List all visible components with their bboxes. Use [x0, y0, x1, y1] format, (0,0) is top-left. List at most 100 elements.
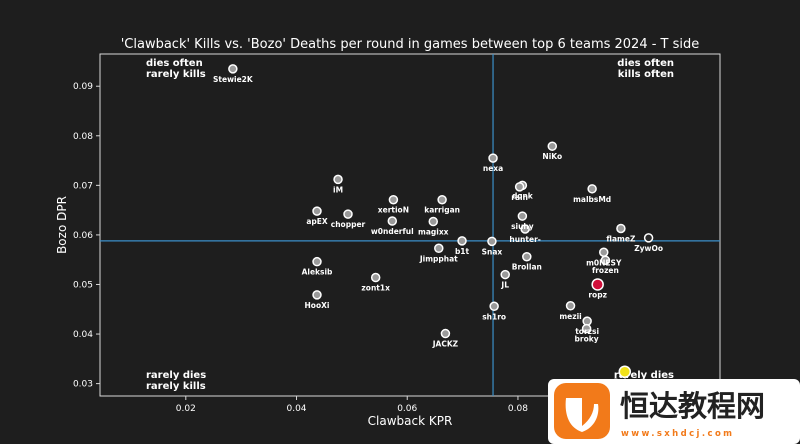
data-point-label: xertioN [378, 206, 409, 215]
data-point [228, 64, 238, 74]
data-point [333, 174, 343, 185]
data-points [228, 64, 654, 378]
data-point [591, 278, 604, 291]
data-point [428, 216, 438, 227]
data-point-label: ZywOo [634, 244, 663, 253]
data-point-label: malbsMd [573, 195, 611, 204]
data-point-label: magixx [418, 228, 449, 237]
data-point-label: HooXi [305, 301, 330, 310]
y-tick-label: 0.06 [73, 231, 93, 241]
data-point [618, 365, 632, 378]
corner-notes: dies often rarely kills dies often kills… [146, 58, 674, 392]
data-point [643, 233, 654, 243]
y-tick-label: 0.07 [73, 181, 93, 191]
y-tick-label: 0.08 [73, 132, 93, 142]
data-point [500, 269, 510, 280]
data-point [600, 255, 611, 265]
data-point-label: JACKZ [432, 340, 459, 349]
data-point-label: JL [500, 281, 509, 290]
corner-note-top-right-line2: kills often [618, 69, 674, 80]
data-point [587, 184, 597, 194]
watermark-logo-icon [554, 383, 610, 439]
watermark-url: www.sxhdcj.com [621, 429, 734, 439]
data-point [343, 209, 353, 219]
data-point-label: Snax [482, 247, 503, 256]
x-tick-label: 0.08 [508, 404, 528, 414]
data-point-label: Stewie2K [213, 75, 254, 84]
data-point [522, 251, 532, 262]
data-point [581, 323, 592, 334]
data-point-label: Jimpphat [419, 254, 458, 263]
data-point-label: flameZ [606, 234, 636, 243]
watermark-logo-text: 恒达教程网 [620, 389, 765, 423]
data-point [616, 223, 626, 234]
data-point-label: torzsi [575, 327, 599, 336]
data-point-label: w0nderful [371, 227, 414, 236]
data-point-label: rain [511, 193, 528, 202]
data-point-label: sh1ro [482, 312, 506, 321]
y-tick-label: 0.05 [73, 280, 93, 290]
data-point [547, 141, 558, 151]
data-point-label: zont1x [361, 284, 390, 293]
x-tick-label: 0.04 [286, 404, 306, 414]
x-tick-label: 0.02 [176, 404, 196, 414]
data-point-label: mezii [559, 312, 581, 321]
data-point [517, 211, 528, 221]
corner-note-bottom-left-line2: rarely kills [146, 381, 206, 392]
data-point-label: NiKo [542, 152, 562, 161]
x-axis-label: Clawback KPR [368, 414, 453, 428]
corner-note-top-left-line2: rarely kills [146, 69, 206, 80]
y-tick-label: 0.09 [73, 82, 93, 92]
data-point [312, 290, 322, 300]
chart-title: 'Clawback' Kills vs. 'Bozo' Deaths per r… [121, 37, 700, 52]
data-point [565, 301, 576, 311]
data-point-label: apEX [306, 217, 328, 226]
data-point [434, 243, 444, 254]
data-point [388, 194, 399, 205]
data-point [370, 272, 381, 283]
plot-frame [99, 53, 721, 397]
data-point-label: karrigan [424, 206, 460, 215]
data-point [599, 247, 609, 258]
y-axis-label: Bozo DPR [55, 196, 69, 254]
data-point [488, 153, 498, 163]
corner-note-top-right-line1: dies often [617, 58, 674, 69]
data-point-label: broky [575, 335, 599, 344]
data-point-label: b1t [455, 247, 470, 256]
data-point [457, 236, 467, 246]
data-point-label: iM [333, 185, 343, 194]
corner-note-top-left-line1: dies often [146, 58, 203, 69]
data-point-label: Aleksib [302, 268, 333, 277]
reference-lines [100, 54, 720, 396]
corner-note-bottom-left-line1: rarely dies [146, 370, 206, 381]
watermark: 恒达教程网 www.sxhdcj.com [548, 379, 800, 444]
plot-area [99, 53, 721, 397]
data-point-label: Brollan [512, 263, 542, 272]
data-point [312, 256, 322, 267]
data-point [437, 194, 447, 205]
data-point-label: chopper [331, 220, 366, 229]
data-point-label: m0NESY [586, 258, 622, 267]
y-tick-label: 0.04 [73, 330, 93, 340]
data-point-label: nexa [483, 164, 503, 173]
y-axis-ticks: 0.03 0.04 0.05 0.06 0.07 0.08 0.09 [73, 82, 100, 390]
data-point [487, 236, 497, 247]
data-point [440, 328, 451, 339]
data-point [520, 224, 530, 234]
data-point [312, 206, 322, 216]
data-point-label: ropz [588, 290, 607, 299]
y-tick-label: 0.03 [73, 380, 93, 390]
x-axis-ticks: 0.02 0.04 0.06 0.08 [176, 396, 528, 414]
corner-note-bottom-right-line1: rarely dies [614, 370, 674, 381]
x-tick-label: 0.06 [397, 404, 417, 414]
watermark-panel [548, 379, 800, 444]
data-point-label: donk [512, 191, 534, 200]
data-point [514, 182, 525, 192]
data-point-label: hunter- [509, 235, 541, 244]
data-point-label: siuhy [511, 222, 534, 231]
data-point-label: frozen [592, 266, 619, 275]
